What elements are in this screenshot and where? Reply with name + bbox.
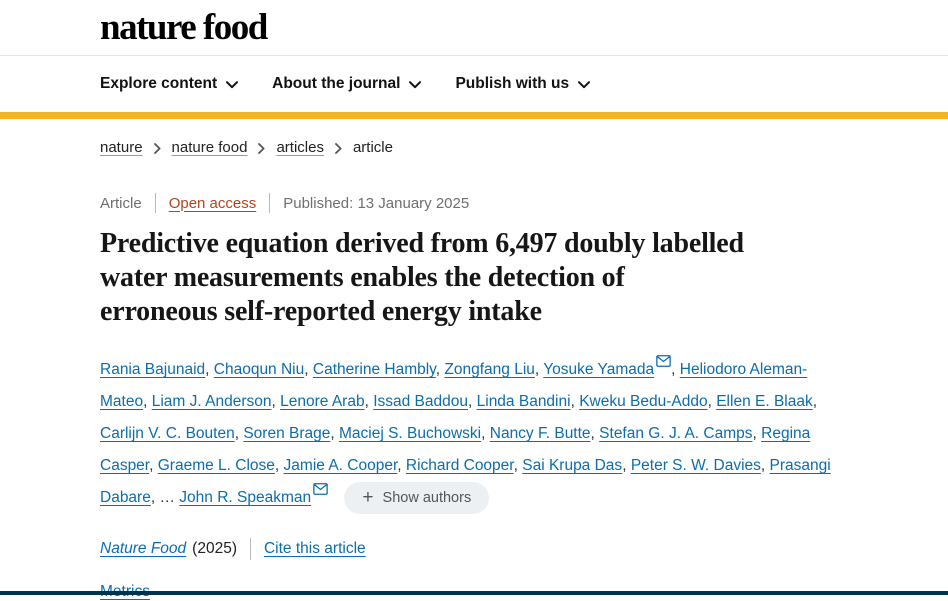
nav-explore-content[interactable]: Explore content xyxy=(100,75,239,93)
author-link[interactable]: Catherine Hambly xyxy=(312,361,436,378)
divider xyxy=(249,538,251,561)
cite-this-article-link[interactable]: Cite this article xyxy=(263,540,366,558)
title-line: Predictive equation derived from 6,497 d… xyxy=(100,228,744,259)
article-type-label: Article xyxy=(100,194,142,212)
breadcrumb-current: article xyxy=(352,139,393,156)
show-authors-button[interactable]: + Show authors xyxy=(344,482,490,514)
journal-logo[interactable]: nature food xyxy=(100,7,268,48)
chevron-right-icon xyxy=(335,142,342,154)
article-title: Predictive equation derived from 6,497 d… xyxy=(100,227,860,329)
author-link[interactable]: John R. Speakman xyxy=(179,489,312,507)
author-link[interactable]: Prasangi Dabare xyxy=(100,457,831,507)
nav-item-label: About the journal xyxy=(272,75,401,92)
citation-row: Nature Food (2025) Cite this article xyxy=(100,538,860,561)
author-link[interactable]: Jamie A. Cooper xyxy=(283,457,398,474)
divider xyxy=(154,193,156,213)
breadcrumb: nature nature food articles article xyxy=(100,139,860,156)
chevron-right-icon xyxy=(153,142,161,154)
author-link[interactable]: Heliodoro Aleman-Mateo xyxy=(100,361,808,410)
journal-accent-bar xyxy=(0,112,948,119)
show-authors-label: Show authors xyxy=(382,490,472,506)
author-link[interactable]: Issad Baddou xyxy=(373,393,468,410)
plus-icon: + xyxy=(362,487,374,508)
published-date: Published: 13 January 2025 xyxy=(283,194,470,212)
author-list: Rania Bajunaid, Chaoqun Niu, Catherine H… xyxy=(100,354,845,514)
article-header: nature nature food articles article Arti… xyxy=(100,139,860,601)
author-link[interactable]: Kweku Bedu-Addo xyxy=(579,393,708,410)
section-divider-band xyxy=(0,591,948,595)
divider xyxy=(269,193,271,213)
author-link[interactable]: Peter S. W. Davies xyxy=(630,457,761,474)
author-link[interactable]: Stefan G. J. A. Camps xyxy=(599,425,753,442)
site-header: nature food Explore content About the jo… xyxy=(0,0,948,119)
breadcrumb-link-nature-food[interactable]: nature food xyxy=(171,139,248,156)
nav-about-the-journal[interactable]: About the journal xyxy=(272,75,422,93)
author-link[interactable]: Ellen E. Blaak xyxy=(716,393,813,410)
chevron-down-icon xyxy=(409,81,422,89)
title-line: water measurements enables the detection… xyxy=(100,262,625,293)
author-link[interactable]: Sai Krupa Das xyxy=(522,457,623,474)
chevron-right-icon xyxy=(258,142,265,154)
author-link[interactable]: Nancy F. Butte xyxy=(489,425,591,442)
journal-link[interactable]: Nature Food xyxy=(100,540,187,558)
author-link[interactable]: Maciej S. Buchowski xyxy=(338,425,482,442)
citation-year: (2025) xyxy=(192,540,237,558)
chevron-down-icon xyxy=(226,81,239,89)
author-link[interactable]: Lenore Arab xyxy=(280,393,365,410)
nav-publish-with-us[interactable]: Publish with us xyxy=(455,75,591,93)
title-line: erroneous self-reported energy intake xyxy=(100,296,542,327)
article-meta: Article Open access Published: 13 Januar… xyxy=(100,193,860,213)
author-link[interactable]: Chaoqun Niu xyxy=(213,361,305,378)
open-access-link[interactable]: Open access xyxy=(168,194,257,212)
author-link[interactable]: Regina Casper xyxy=(100,425,811,474)
author-names: Rania Bajunaid, Chaoqun Niu, Catherine H… xyxy=(100,355,831,507)
author-link[interactable]: Yosuke Yamada xyxy=(543,361,655,378)
author-link[interactable]: Richard Cooper xyxy=(405,457,514,474)
main-nav: Explore content About the journal Publis… xyxy=(0,56,948,112)
chevron-down-icon xyxy=(578,81,591,89)
author-link[interactable]: Liam J. Anderson xyxy=(151,393,272,410)
breadcrumb-link-articles[interactable]: articles xyxy=(276,139,324,156)
author-link[interactable]: Graeme L. Close xyxy=(157,457,275,474)
author-link[interactable]: Rania Bajunaid xyxy=(100,361,206,378)
email-icon[interactable] xyxy=(656,355,671,367)
author-link[interactable]: Linda Bandini xyxy=(476,393,571,410)
author-link[interactable]: Carlijn V. C. Bouten xyxy=(100,425,235,442)
author-link[interactable]: Soren Brage xyxy=(243,425,331,442)
author-link[interactable]: Zongfang Liu xyxy=(444,361,535,378)
nav-item-label: Publish with us xyxy=(455,75,570,92)
email-icon[interactable] xyxy=(313,483,328,496)
nav-item-label: Explore content xyxy=(100,75,218,92)
logo-row: nature food xyxy=(0,0,948,56)
breadcrumb-link-nature[interactable]: nature xyxy=(100,139,143,156)
